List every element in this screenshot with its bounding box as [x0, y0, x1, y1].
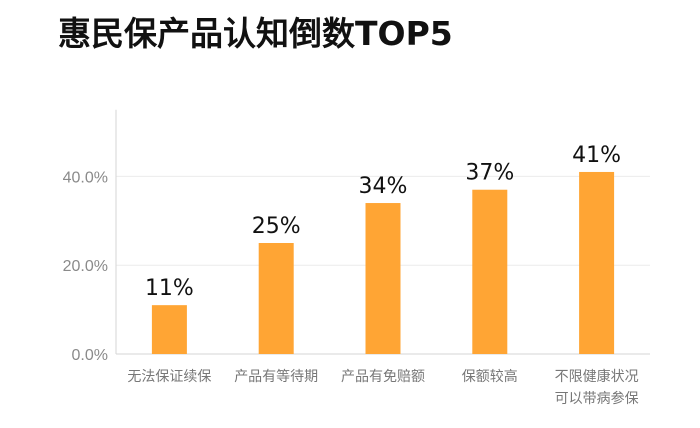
- y-tick-label: 0.0%: [72, 347, 108, 364]
- bar: [472, 189, 508, 354]
- x-tick-label: 保额较高: [462, 368, 518, 385]
- bar: [365, 203, 401, 354]
- x-tick-label: 不限健康状况: [555, 368, 639, 385]
- x-tick-label: 产品有免赔额: [341, 369, 425, 385]
- y-tick-label: 40.0%: [63, 169, 108, 186]
- y-tick-label: 20.0%: [63, 258, 108, 275]
- data-label: 37%: [465, 161, 514, 186]
- data-label: 34%: [359, 174, 408, 199]
- x-tick-label: 无法保证续保: [127, 368, 211, 385]
- data-label: 25%: [252, 214, 301, 239]
- bar: [258, 243, 294, 354]
- x-tick-label: 产品有等待期: [234, 368, 318, 385]
- x-tick-label: 可以带病参保: [555, 390, 639, 407]
- data-label: 11%: [145, 276, 194, 301]
- bar: [579, 171, 615, 354]
- data-label: 41%: [572, 143, 621, 168]
- bar: [151, 305, 187, 354]
- chart-title: 惠民保产品认知倒数TOP5: [58, 14, 453, 53]
